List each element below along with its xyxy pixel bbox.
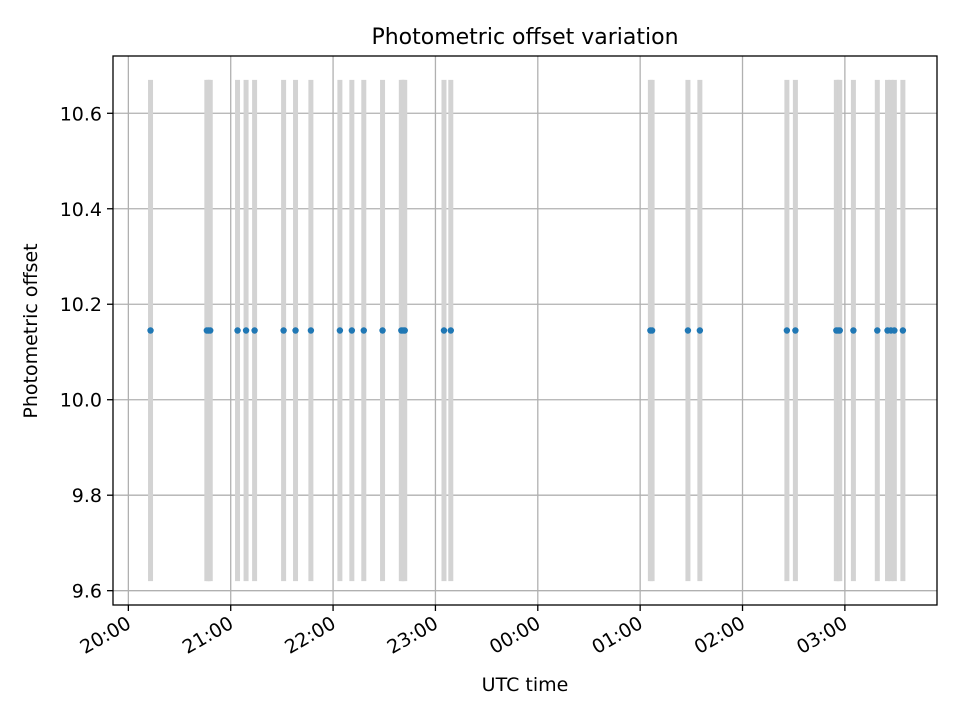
data-point bbox=[447, 327, 454, 334]
data-point bbox=[440, 327, 448, 334]
chart-title: Photometric offset variation bbox=[371, 25, 678, 50]
data-point bbox=[251, 327, 258, 334]
y-tick-label: 10.0 bbox=[60, 390, 102, 412]
data-point bbox=[207, 327, 214, 334]
data-point bbox=[684, 327, 692, 334]
data-point bbox=[292, 327, 299, 334]
data-point bbox=[783, 327, 791, 334]
data-point bbox=[401, 327, 408, 334]
data-point bbox=[850, 327, 857, 334]
y-axis-label: Photometric offset bbox=[20, 243, 42, 418]
data-point bbox=[307, 327, 315, 334]
data-point bbox=[147, 327, 154, 334]
data-point bbox=[696, 327, 704, 334]
y-tick-label: 10.6 bbox=[60, 103, 102, 125]
data-point bbox=[899, 327, 907, 334]
y-tick-label: 9.8 bbox=[72, 485, 102, 507]
data-point bbox=[792, 327, 799, 334]
x-axis-label: UTC time bbox=[482, 674, 569, 696]
y-axis-ticks: 9.6 9.8 10.0 10.2 10.4 10.6 bbox=[60, 103, 113, 603]
data-point bbox=[379, 327, 386, 334]
data-point bbox=[648, 327, 656, 334]
data-points bbox=[147, 327, 907, 334]
grid bbox=[113, 56, 937, 605]
y-tick-label: 10.4 bbox=[60, 199, 102, 221]
y-tick-label: 9.6 bbox=[72, 581, 102, 603]
plot-frame bbox=[112, 55, 938, 606]
data-point bbox=[348, 327, 356, 334]
data-point bbox=[836, 327, 843, 334]
data-point bbox=[234, 327, 241, 334]
data-point bbox=[280, 327, 287, 334]
data-point bbox=[360, 327, 367, 334]
data-point bbox=[874, 327, 881, 334]
data-point bbox=[242, 327, 250, 334]
data-point bbox=[891, 327, 898, 334]
data-point bbox=[336, 327, 344, 334]
y-tick-label: 10.2 bbox=[60, 294, 102, 316]
